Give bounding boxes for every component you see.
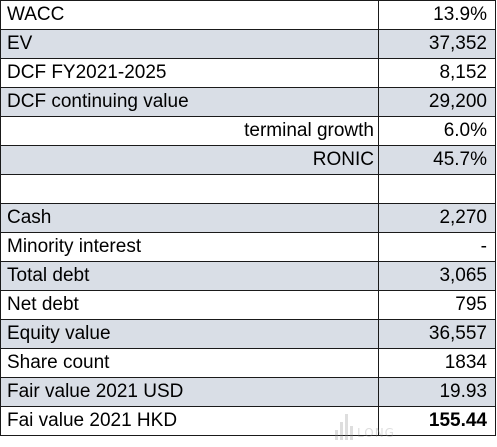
row-label: Total debt <box>0 260 379 291</box>
table-row-terminal-growth: terminal growth 6.0% <box>0 116 496 146</box>
row-value: - <box>378 231 496 262</box>
row-value <box>378 174 496 204</box>
row-value: 2,270 <box>378 202 496 233</box>
table-row-fair-value-usd: Fair value 2021 USD 19.93 <box>0 376 496 407</box>
row-label: DCF FY2021-2025 <box>0 58 379 88</box>
row-label: EV <box>0 29 379 59</box>
row-value: 13.9% <box>378 0 496 30</box>
row-value: 795 <box>378 289 496 320</box>
row-label <box>0 174 379 204</box>
table-row-equity-value: Equity value 36,557 <box>0 318 496 349</box>
table-row-total-debt: Total debt 3,065 <box>0 260 496 291</box>
table-row-net-debt: Net debt 795 <box>0 289 496 320</box>
row-value: 29,200 <box>378 87 496 117</box>
table-row-ev: EV 37,352 <box>0 29 496 59</box>
row-label: Fai value 2021 HKD <box>0 405 379 436</box>
row-label: WACC <box>0 0 379 30</box>
row-label: Minority interest <box>0 231 379 262</box>
row-value: 155.44 <box>378 405 496 436</box>
table-row-dcf-continuing-value: DCF continuing value 29,200 <box>0 87 496 117</box>
table-row-cash: Cash 2,270 <box>0 202 496 233</box>
row-label: Equity value <box>0 318 379 349</box>
table-row-dcf-fy2021-2025: DCF FY2021-2025 8,152 <box>0 58 496 88</box>
row-value: 1834 <box>378 347 496 378</box>
valuation-table: WACC 13.9% EV 37,352 DCF FY2021-2025 8,1… <box>0 0 496 436</box>
row-value: 45.7% <box>378 145 496 175</box>
row-label: RONIC <box>0 145 379 175</box>
table-row-wacc: WACC 13.9% <box>0 0 496 30</box>
row-value: 6.0% <box>378 116 496 146</box>
row-value: 19.93 <box>378 376 496 407</box>
table-row-empty <box>0 174 496 204</box>
row-label: Net debt <box>0 289 379 320</box>
table-row-ronic: RONIC 45.7% <box>0 145 496 175</box>
row-label: Fair value 2021 USD <box>0 376 379 407</box>
table-row-minority-interest: Minority interest - <box>0 231 496 262</box>
table-row-share-count: Share count 1834 <box>0 347 496 378</box>
row-label: Cash <box>0 202 379 233</box>
row-label: DCF continuing value <box>0 87 379 117</box>
row-value: 37,352 <box>378 29 496 59</box>
row-label: terminal growth <box>0 116 379 146</box>
row-label: Share count <box>0 347 379 378</box>
row-value: 8,152 <box>378 58 496 88</box>
table-row-fair-value-hkd: Fai value 2021 HKD 155.44 <box>0 405 496 436</box>
row-value: 3,065 <box>378 260 496 291</box>
row-value: 36,557 <box>378 318 496 349</box>
